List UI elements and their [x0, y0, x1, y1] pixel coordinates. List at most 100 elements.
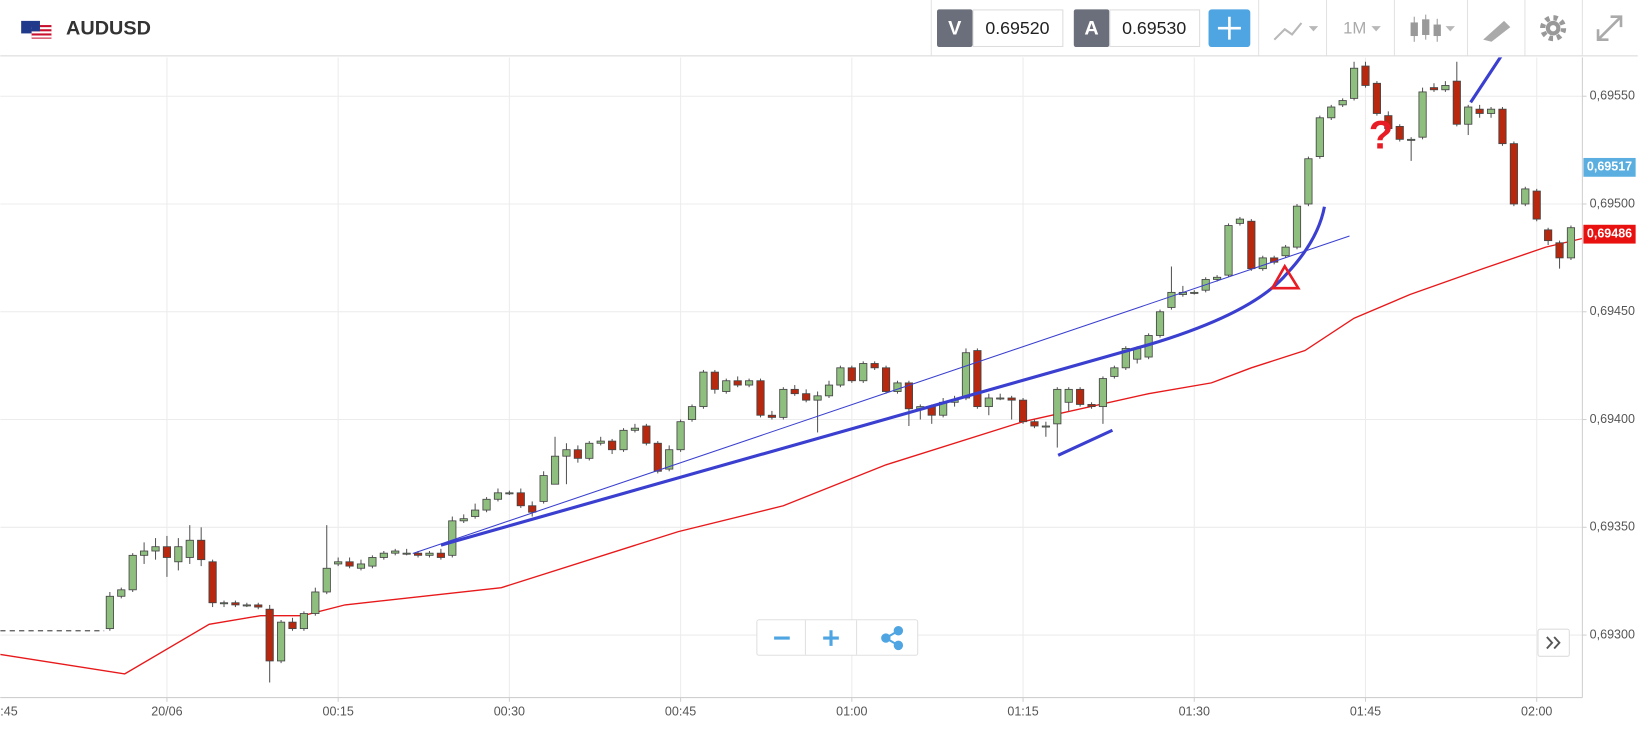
candle [1247, 219, 1256, 271]
candle-body [1076, 388, 1085, 405]
candle-body [1475, 108, 1484, 114]
candle [813, 391, 822, 433]
share-button[interactable] [881, 626, 904, 651]
candle-body [870, 363, 879, 369]
candle-body [140, 550, 149, 556]
candle-body [1521, 188, 1530, 205]
candle [1464, 104, 1473, 136]
candle-body [881, 367, 891, 392]
buy-label[interactable]: A [1084, 17, 1098, 39]
candle-body [368, 557, 377, 567]
timeframe[interactable]: 1M [1343, 19, 1366, 38]
candle-body [105, 595, 114, 630]
candle [299, 611, 308, 631]
candle-body [653, 442, 662, 472]
candle-body [1486, 108, 1496, 114]
settings-button[interactable] [1540, 15, 1567, 42]
price-marker-label: 0,69486 [1587, 226, 1632, 240]
candle-body [1464, 106, 1473, 125]
x-tick-label: 00:30 [494, 705, 525, 719]
candle-body [996, 397, 1005, 400]
candle [1018, 397, 1028, 424]
candle [767, 410, 776, 420]
candle [1532, 188, 1541, 222]
trend-curve [440, 206, 1326, 547]
candle [722, 378, 731, 394]
candle [117, 587, 126, 599]
candle [471, 503, 480, 519]
candle [1372, 81, 1381, 116]
buy-price[interactable]: 0.69530 [1122, 18, 1186, 38]
y-tick-label: 0,69550 [1590, 89, 1635, 103]
candle [1110, 365, 1119, 379]
y-tick-label: 0,69350 [1590, 520, 1635, 534]
candle [208, 559, 217, 608]
x-tick-label: :45 [0, 705, 17, 719]
candle [1395, 124, 1404, 142]
candle-body [1087, 404, 1096, 408]
candle-body [779, 388, 788, 418]
candle-body [630, 427, 640, 431]
sell-label[interactable]: V [948, 17, 962, 39]
candle-body [379, 552, 388, 558]
candle [973, 348, 982, 409]
draw-button[interactable] [1483, 20, 1511, 42]
candle [1555, 240, 1564, 269]
buy-button[interactable] [1073, 9, 1110, 47]
candle [1475, 104, 1484, 118]
candle [904, 380, 913, 427]
candle-body [1190, 291, 1199, 294]
candle-body [117, 589, 126, 597]
candle [1087, 402, 1096, 409]
toolbar-separators [1258, 0, 1583, 56]
candle [402, 548, 411, 556]
candle [1566, 225, 1576, 261]
candle-body [1395, 125, 1404, 140]
candle-body [1041, 425, 1050, 428]
y-tick-label: 0,69400 [1590, 412, 1635, 426]
candle-body [1384, 115, 1393, 129]
sell-button[interactable] [937, 9, 973, 47]
candle-body [162, 546, 172, 558]
buy-price-box[interactable] [1109, 9, 1201, 47]
candle [1235, 216, 1244, 226]
chart-type-button[interactable] [1410, 14, 1455, 42]
candle-body [893, 382, 902, 392]
candle [1350, 61, 1359, 101]
candle-body [413, 552, 423, 556]
y-tick-label: 0,69300 [1590, 627, 1635, 641]
indicators-button[interactable] [1273, 22, 1319, 41]
candle-body [1361, 65, 1370, 86]
sell-price-box[interactable] [972, 9, 1064, 47]
sell-price[interactable]: 0.69520 [985, 18, 1049, 38]
candle [128, 553, 137, 592]
fullscreen-button[interactable] [1596, 15, 1623, 41]
candle [585, 441, 594, 461]
candle [619, 428, 628, 452]
candle-body [1509, 143, 1518, 205]
candle-body [710, 371, 719, 390]
candle [699, 369, 708, 409]
candle-body [973, 350, 982, 408]
candle [1327, 104, 1336, 120]
x-tick-label: 02:00 [1521, 705, 1552, 719]
zoom-controls [756, 619, 919, 656]
candle [1498, 107, 1507, 146]
scroll-button[interactable] [1537, 628, 1570, 657]
candle [277, 619, 286, 664]
candle-body [231, 602, 240, 606]
timeframe-arrow [1371, 26, 1381, 32]
candle-body [1338, 100, 1347, 106]
candle [824, 380, 834, 398]
drawings: ? [412, 57, 1503, 554]
candle-body [185, 539, 194, 558]
candle [1429, 83, 1439, 92]
zoom-in-button[interactable] [823, 630, 839, 646]
header-bar [0, 0, 1638, 56]
candle-body [311, 591, 320, 614]
candle-body [505, 492, 514, 495]
candle-body [1566, 227, 1576, 259]
trend-line [1057, 428, 1114, 457]
candle [733, 376, 742, 388]
x-tick-label: 01:30 [1179, 705, 1210, 719]
